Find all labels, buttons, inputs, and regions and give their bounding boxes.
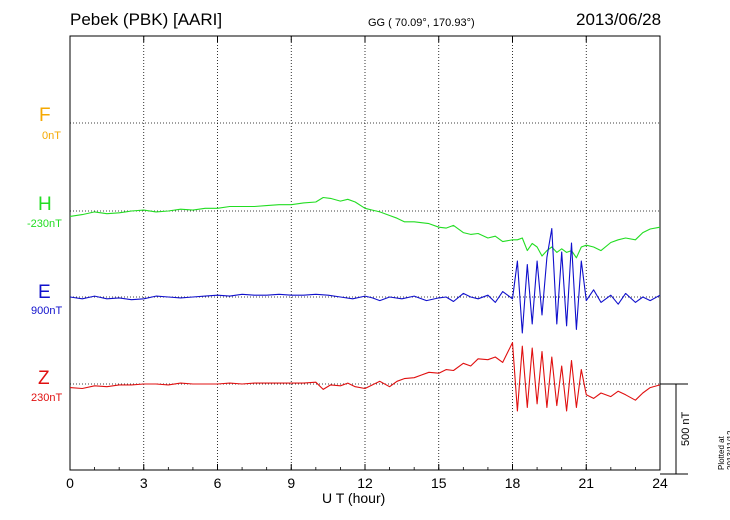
x-tick-label: 3 <box>140 475 148 491</box>
component-offset-f: 0nT <box>42 130 61 142</box>
x-tick-label: 6 <box>214 475 222 491</box>
x-tick-label: 9 <box>287 475 295 491</box>
series-line-h <box>69 196 661 259</box>
x-tick-label: 0 <box>66 475 74 491</box>
x-tick-label: 12 <box>357 475 373 491</box>
component-label-f: F <box>39 105 51 126</box>
plot-date: 2013/06/28 <box>576 10 662 29</box>
scale-bar-label: 500 nT <box>680 411 692 446</box>
geographic-coords: GG ( 70.09°, 170.93°) <box>368 17 475 29</box>
component-offset-z: 230nT <box>31 392 63 404</box>
x-tick-label: 18 <box>505 475 521 491</box>
component-label-e: E <box>38 282 51 303</box>
x-tick-label: 21 <box>578 475 594 491</box>
series-line-e <box>69 228 661 334</box>
component-label-z: Z <box>38 368 50 389</box>
component-offset-h: -230nT <box>27 218 62 230</box>
x-axis-label: U T (hour) <box>322 490 386 506</box>
x-tick-label: 15 <box>431 475 447 491</box>
component-offset-e: 900nT <box>31 305 63 317</box>
component-label-h: H <box>38 194 52 215</box>
plotted-timestamp: Plotted at 2013/11/12 10:12 UT <box>717 430 730 470</box>
station-title: Pebek (PBK) [AARI] <box>70 10 223 29</box>
series-line-z <box>69 342 661 412</box>
x-tick-label: 24 <box>652 475 668 491</box>
